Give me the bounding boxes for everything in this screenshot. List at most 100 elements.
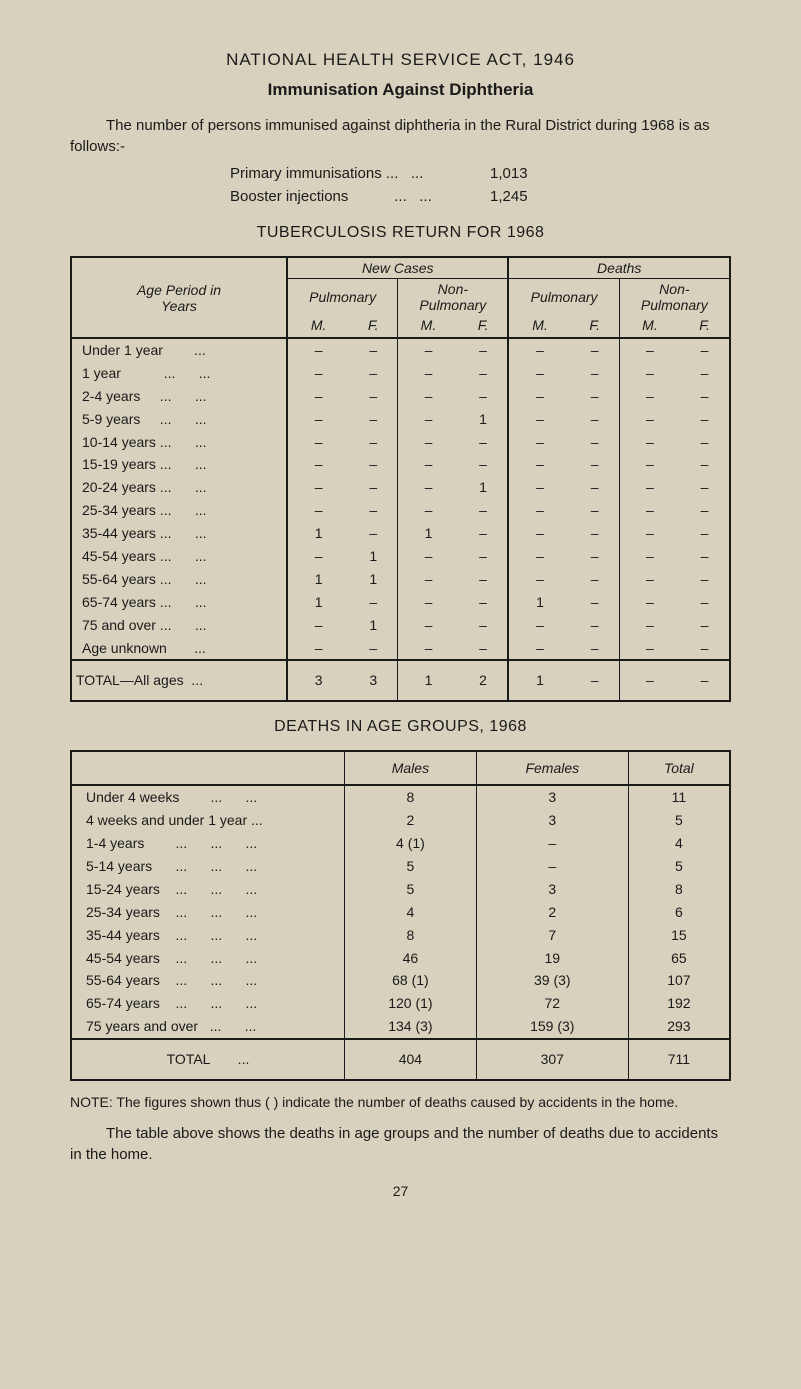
deaths-cell-males: 4 (1) (345, 832, 477, 855)
age-period-header: Age Period inYears (71, 257, 287, 338)
tb-cell: – (571, 637, 620, 661)
tb-total-cell: – (680, 660, 730, 701)
deaths-cell-males: 134 (3) (345, 1015, 477, 1039)
tb-cell: – (287, 338, 349, 362)
deaths-cell-label: 45-54 years ... ... ... (71, 947, 345, 970)
tb-cell: – (287, 385, 349, 408)
tb-row: 5-9 years ... ...–––1–––– (71, 408, 730, 431)
tb-cell: – (349, 408, 398, 431)
tb-cell: – (571, 408, 620, 431)
tb-cell: 1 (287, 568, 349, 591)
tb-cell: – (619, 476, 680, 499)
tb-cell: – (287, 408, 349, 431)
deaths-cell-females: 3 (476, 809, 628, 832)
blank-header (71, 751, 345, 785)
tb-row-label: Age unknown ... (71, 637, 287, 661)
tb-row: 35-44 years ... ...1–1––––– (71, 522, 730, 545)
tb-row-label: 45-54 years ... ... (71, 545, 287, 568)
tb-total-cell: 3 (349, 660, 398, 701)
tb-row-label: 35-44 years ... ... (71, 522, 287, 545)
deaths-cell-total: 15 (628, 924, 730, 947)
males-header: Males (345, 751, 477, 785)
deaths-row: 5-14 years ... ... ...5–5 (71, 855, 730, 878)
f-header: F. (571, 315, 620, 338)
tb-cell: 1 (349, 545, 398, 568)
deaths-row: 25-34 years ... ... ...426 (71, 901, 730, 924)
deaths-cell-males: 8 (345, 924, 477, 947)
f-header: F. (680, 315, 730, 338)
tb-cell: – (619, 637, 680, 661)
deaths-total-total: 711 (628, 1039, 730, 1080)
tb-row-label: 5-9 years ... ... (71, 408, 287, 431)
deaths-cell-label: 5-14 years ... ... ... (71, 855, 345, 878)
tb-cell: – (680, 431, 730, 454)
tb-cell: – (459, 522, 509, 545)
deaths-cell-total: 5 (628, 809, 730, 832)
tb-cell: – (571, 545, 620, 568)
tb-total-cell: 1 (398, 660, 459, 701)
tb-cell: 1 (349, 568, 398, 591)
deaths-row: 1-4 years ... ... ...4 (1)–4 (71, 832, 730, 855)
tb-row-label: Under 1 year ... (71, 338, 287, 362)
tb-cell: – (349, 591, 398, 614)
deaths-cell-label: 35-44 years ... ... ... (71, 924, 345, 947)
deaths-total-label: TOTAL ... (71, 1039, 345, 1080)
intro-paragraph: The number of persons immunised against … (70, 115, 731, 157)
note-text: NOTE: The figures shown thus ( ) indicat… (70, 1093, 731, 1111)
deaths-cell-females: 3 (476, 785, 628, 809)
deaths-cell-females: – (476, 855, 628, 878)
f-header: F. (349, 315, 398, 338)
tb-cell: – (619, 338, 680, 362)
tb-row: 55-64 years ... ...11–––––– (71, 568, 730, 591)
deaths-cell-females: 2 (476, 901, 628, 924)
deaths-cell-females: 72 (476, 992, 628, 1015)
deaths-row: 65-74 years ... ... ...120 (1)72192 (71, 992, 730, 1015)
tb-cell: – (508, 545, 570, 568)
deaths-row: 45-54 years ... ... ...461965 (71, 947, 730, 970)
f-header: F. (459, 315, 509, 338)
tb-cell: – (508, 476, 570, 499)
deaths-cell-males: 120 (1) (345, 992, 477, 1015)
females-header: Females (476, 751, 628, 785)
immunisation-value: 1,013 (490, 163, 528, 186)
tb-row: 75 and over ... ...–1–––––– (71, 614, 730, 637)
tb-cell: – (287, 453, 349, 476)
tb-cell: – (508, 568, 570, 591)
deaths-total-females: 307 (476, 1039, 628, 1080)
deaths-cell-females: 159 (3) (476, 1015, 628, 1039)
deaths-header: Deaths (508, 257, 730, 279)
tb-cell: – (459, 545, 509, 568)
tb-cell: – (619, 522, 680, 545)
deaths-groups-heading: DEATHS IN AGE GROUPS, 1968 (70, 718, 731, 736)
tb-total-cell: 1 (508, 660, 570, 701)
deaths-row: 15-24 years ... ... ...538 (71, 878, 730, 901)
m-header: M. (619, 315, 680, 338)
tb-cell: 1 (349, 614, 398, 637)
tb-cell: – (508, 338, 570, 362)
tb-cell: – (349, 522, 398, 545)
tb-cell: – (680, 408, 730, 431)
tb-cell: – (571, 499, 620, 522)
tb-cell: – (349, 362, 398, 385)
tb-cell: – (571, 476, 620, 499)
tb-row: 45-54 years ... ...–1–––––– (71, 545, 730, 568)
deaths-cell-label: 25-34 years ... ... ... (71, 901, 345, 924)
tb-row: Age unknown ...–––––––– (71, 637, 730, 661)
deaths-cell-females: 7 (476, 924, 628, 947)
tb-cell: – (508, 499, 570, 522)
tb-row-label: 65-74 years ... ... (71, 591, 287, 614)
tb-cell: – (459, 431, 509, 454)
page-title-main: NATIONAL HEALTH SERVICE ACT, 1946 (70, 50, 731, 70)
immunisation-label: Booster injections ... ... (230, 186, 490, 209)
deaths-cell-females: 19 (476, 947, 628, 970)
immunisation-row: Booster injections ... ... 1,245 (230, 186, 731, 209)
tb-cell: – (398, 408, 459, 431)
tb-cell: – (459, 614, 509, 637)
m-header: M. (398, 315, 459, 338)
tb-cell: – (459, 362, 509, 385)
tb-total-cell: 2 (459, 660, 509, 701)
tb-cell: – (287, 545, 349, 568)
tb-cell: – (571, 385, 620, 408)
deaths-cell-label: 65-74 years ... ... ... (71, 992, 345, 1015)
tb-row-label: 1 year ... ... (71, 362, 287, 385)
